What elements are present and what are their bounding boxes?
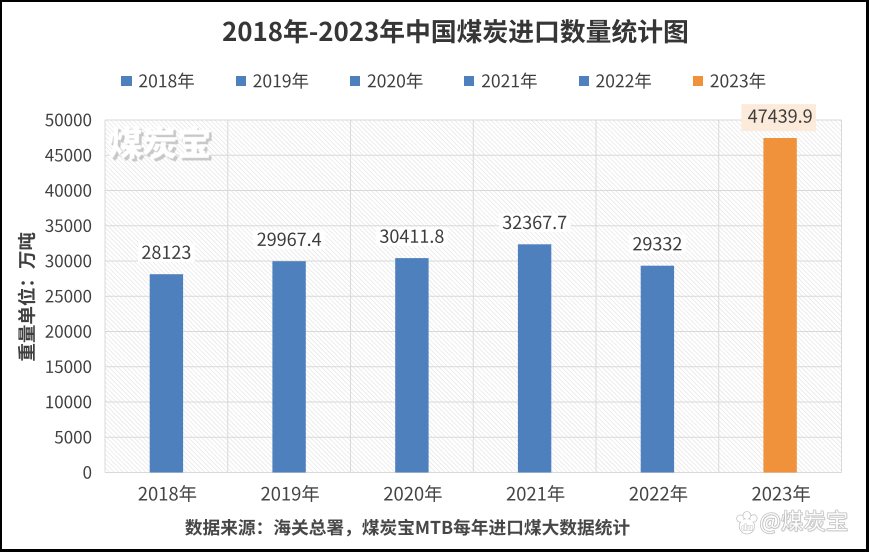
svg-text:du: du: [741, 522, 753, 533]
